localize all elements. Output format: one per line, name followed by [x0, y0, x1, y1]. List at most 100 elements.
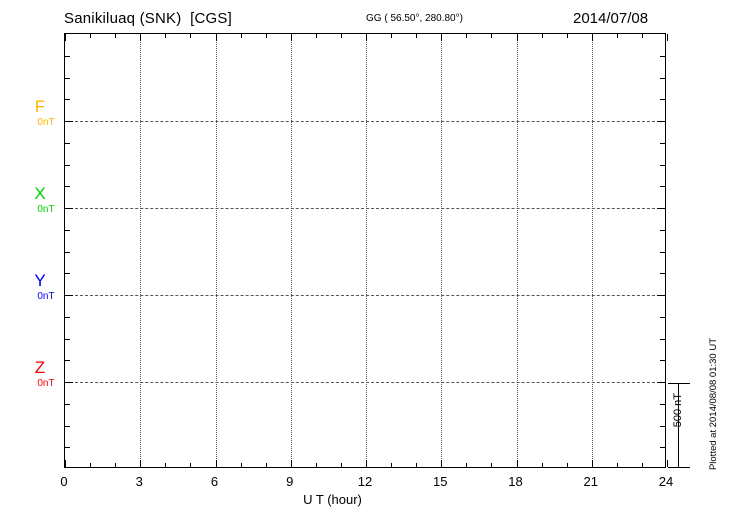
x-tick-top: [340, 34, 342, 38]
y-tick: [65, 382, 73, 383]
y-tick-right: [660, 251, 665, 253]
x-tick-label: 3: [135, 474, 143, 489]
x-tick: [591, 460, 593, 467]
y-tick-right: [660, 229, 665, 231]
y-tick: [65, 77, 70, 79]
component-baseline-value-x: 0nT: [37, 204, 55, 215]
y-tick-right: [660, 273, 665, 275]
x-tick-top: [140, 34, 142, 41]
x-tick-label: 18: [508, 474, 523, 489]
x-tick: [416, 463, 418, 467]
x-tick-label: 21: [583, 474, 598, 489]
x-tick-top: [516, 34, 518, 41]
y-tick: [65, 142, 70, 144]
y-tick-right: [660, 338, 665, 340]
x-tick-label: 24: [658, 474, 674, 489]
x-tick-top: [641, 34, 643, 38]
component-label-f: F 0nT: [20, 98, 60, 129]
component-label-z: Z 0nT: [20, 359, 60, 390]
x-tick: [315, 463, 317, 467]
x-tick: [65, 460, 66, 467]
y-tick-right: [660, 77, 665, 79]
y-tick: [65, 251, 70, 253]
x-tick: [90, 463, 92, 467]
x-tick-top: [240, 34, 242, 38]
baseline-x: [65, 208, 665, 209]
x-tick: [240, 463, 242, 467]
x-axis-title-text: U T (hour): [303, 492, 362, 507]
y-tick-right: [657, 121, 665, 122]
y-tick: [65, 164, 70, 166]
x-tick: [190, 463, 192, 467]
gridline-vertical: [591, 34, 593, 467]
x-tick-top: [215, 34, 217, 41]
gridline-vertical: [516, 34, 518, 467]
x-tick-top: [190, 34, 192, 38]
x-tick: [667, 460, 668, 467]
x-tick: [265, 463, 267, 467]
plot-date: 2014/07/08: [573, 10, 649, 27]
x-tick-top: [366, 34, 367, 41]
x-tick: [391, 463, 393, 467]
x-tick-top: [466, 34, 468, 38]
x-tick: [215, 460, 217, 467]
scale-bar-top-cap: [668, 383, 690, 384]
x-tick-top: [115, 34, 117, 38]
x-axis-title: U T (hour): [0, 492, 730, 507]
x-tick: [140, 460, 142, 467]
y-tick: [65, 55, 70, 57]
y-tick: [65, 295, 73, 296]
plotted-at-timestamp: Plotted at 2014/08/08 01:30 UT: [708, 338, 719, 471]
x-tick: [466, 463, 468, 467]
y-tick-right: [660, 403, 665, 405]
y-tick: [65, 186, 70, 188]
gridline-vertical: [215, 34, 217, 467]
gridline-vertical: [441, 34, 443, 467]
y-tick-right: [660, 186, 665, 188]
y-tick-right: [660, 425, 665, 427]
x-tick: [441, 460, 443, 467]
y-tick: [65, 208, 73, 209]
x-tick-label: 6: [210, 474, 219, 489]
x-tick-top: [65, 34, 66, 41]
scale-bar-label: 500 nT: [672, 393, 684, 428]
baseline-z: [65, 382, 665, 383]
station-title: Sanikiluaq (SNK) [CGS]: [64, 10, 232, 27]
gridline-vertical: [366, 34, 367, 467]
x-tick-label: 12: [357, 474, 373, 489]
amplitude-scale-bar: [668, 383, 690, 468]
x-tick-top: [491, 34, 493, 38]
component-label-x: X 0nT: [20, 185, 60, 216]
y-tick-right: [660, 55, 665, 57]
scale-bar-bottom-cap: [668, 467, 690, 468]
x-tick-top: [290, 34, 292, 41]
x-tick-top: [90, 34, 92, 38]
x-tick: [290, 460, 292, 467]
y-tick-right: [660, 142, 665, 144]
y-tick: [65, 338, 70, 340]
x-tick-label: 0: [60, 474, 68, 489]
x-tick: [516, 460, 518, 467]
x-tick: [616, 463, 618, 467]
x-tick: [340, 463, 342, 467]
x-tick-top: [667, 34, 668, 41]
gridline-vertical: [290, 34, 292, 467]
component-baseline-value-y: 0nT: [37, 291, 55, 302]
gridline-vertical: [140, 34, 142, 467]
y-tick-right: [660, 447, 665, 449]
component-letter-x: X: [34, 184, 46, 203]
x-tick: [366, 460, 367, 467]
x-tick-top: [566, 34, 568, 38]
x-tick-top: [591, 34, 593, 41]
x-tick-top: [541, 34, 543, 38]
y-tick: [65, 425, 70, 427]
baseline-y: [65, 295, 665, 296]
component-letter-z: Z: [34, 358, 46, 377]
magnetogram-plot-area[interactable]: [64, 33, 668, 468]
y-tick: [65, 99, 70, 101]
geographic-coordinates: GG ( 56.50°, 280.80°): [366, 13, 463, 24]
y-tick-right: [660, 360, 665, 362]
x-tick: [491, 463, 493, 467]
component-baseline-value-f: 0nT: [37, 117, 55, 128]
x-tick-top: [265, 34, 267, 38]
